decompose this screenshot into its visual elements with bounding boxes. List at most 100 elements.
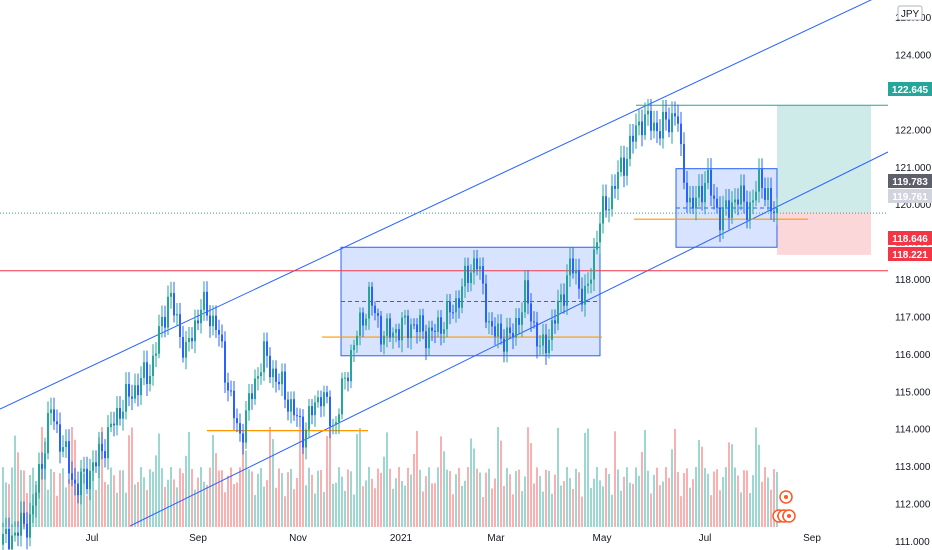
volume-bar — [563, 481, 565, 527]
candle-body — [536, 322, 538, 347]
candle-body — [344, 377, 346, 379]
price-tag-label: 119.761 — [892, 192, 928, 203]
candle-body — [593, 249, 595, 280]
candle-body — [407, 315, 409, 339]
candle-body — [155, 353, 157, 356]
candle-body — [317, 397, 319, 403]
candle-body — [143, 362, 145, 378]
volume-bar — [293, 489, 295, 527]
candle-body — [335, 422, 337, 425]
candle-body — [347, 377, 349, 382]
price-tags: 122.645 119.783 119.761 118.646 118.221 — [888, 82, 932, 261]
candle-body — [122, 411, 124, 419]
volume-bar — [674, 428, 676, 527]
volume-bar — [206, 484, 208, 527]
candle-body — [749, 202, 751, 220]
volume-bar — [494, 478, 496, 527]
volume-bar — [560, 485, 562, 527]
volume-bar — [275, 487, 277, 527]
volume-bar — [386, 432, 388, 527]
target-zone — [777, 105, 871, 213]
currency-badge[interactable]: JPY — [897, 5, 923, 21]
candle-body — [713, 195, 715, 199]
candle-body — [35, 492, 37, 506]
volume-bar — [254, 495, 256, 527]
volume-bar — [350, 471, 352, 527]
candle-body — [761, 169, 763, 189]
candle-body — [197, 320, 199, 324]
candle-body — [137, 385, 139, 396]
volume-bar — [476, 468, 478, 527]
volume-bar — [203, 481, 205, 527]
candle-body — [524, 280, 526, 313]
candle-body — [230, 390, 232, 392]
y-tick-label: 111.000 — [895, 537, 930, 548]
candle-body — [152, 355, 154, 376]
volume-bar — [551, 493, 553, 527]
candle-body — [353, 345, 355, 350]
volume-bar — [623, 476, 625, 527]
candle-body — [95, 462, 97, 467]
candle-body — [662, 111, 664, 139]
volume-bar — [626, 467, 628, 527]
volume-bar — [530, 443, 532, 527]
candle-body — [323, 392, 325, 407]
volume-bar — [251, 471, 253, 527]
volume-bar — [710, 495, 712, 527]
candle-body — [413, 324, 415, 326]
volume-bar — [272, 439, 274, 527]
event-marker-icon[interactable] — [782, 509, 796, 523]
volume-bar — [452, 494, 454, 527]
volume-bar — [227, 475, 229, 527]
event-marker-icon[interactable] — [779, 490, 793, 504]
volume-bar — [596, 467, 598, 527]
candle-body — [533, 321, 535, 323]
candle-body — [179, 314, 181, 337]
candle-body — [44, 453, 46, 469]
x-tick-label: Jul — [699, 533, 712, 544]
candle-body — [641, 121, 643, 136]
candle-body — [107, 427, 109, 459]
volume-bar — [266, 480, 268, 527]
candle-body — [275, 368, 277, 382]
volume-bar — [692, 479, 694, 527]
volume-bar — [359, 427, 361, 527]
volume-bar — [473, 448, 475, 527]
volume-bar — [389, 468, 391, 527]
volume-bar — [458, 467, 460, 527]
candle-body — [263, 341, 265, 373]
volume-bar — [554, 474, 556, 527]
candle-body — [584, 285, 586, 305]
volume-bar — [749, 493, 751, 527]
candle-body — [395, 329, 397, 333]
candle-body — [530, 303, 532, 322]
candle-body — [158, 326, 160, 354]
candle-body — [287, 399, 289, 412]
y-tick-label: 117.000 — [895, 312, 931, 323]
candle-body — [293, 399, 295, 416]
volume-bar — [410, 474, 412, 527]
candle-body — [515, 317, 517, 338]
candle-body — [50, 409, 52, 414]
candle-body — [605, 196, 607, 211]
candle-body — [89, 470, 91, 490]
volume-bar — [170, 467, 172, 527]
volume-bar — [533, 483, 535, 527]
price-tag-label: 118.646 — [892, 234, 928, 245]
candle-body — [365, 318, 367, 326]
volume-bar — [269, 427, 271, 527]
y-tick-label: 112.000 — [895, 500, 931, 511]
candle-body — [284, 371, 286, 400]
candle-body — [644, 114, 646, 136]
event-markers[interactable] — [772, 490, 796, 523]
price-tag: 118.221 — [888, 247, 932, 261]
price-tag-label: 118.221 — [892, 250, 928, 261]
candle-body — [245, 410, 247, 443]
volume-bar — [335, 482, 337, 527]
candle-body — [488, 321, 490, 323]
volume-bar — [20, 470, 22, 527]
volume-bar — [242, 436, 244, 527]
candle-body — [746, 201, 748, 220]
candle-body — [461, 286, 463, 308]
